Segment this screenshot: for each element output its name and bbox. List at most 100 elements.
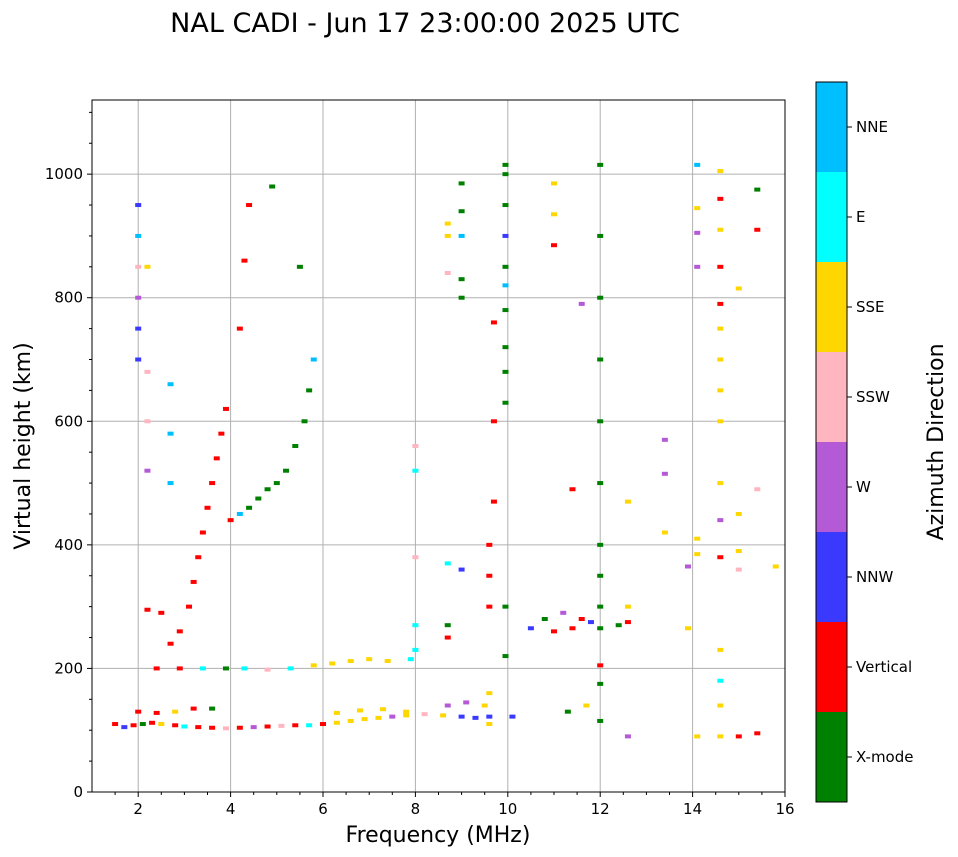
data-point (661, 471, 668, 476)
data-point (458, 714, 465, 719)
data-point (717, 518, 724, 523)
colorbar: X-mode Vertical NNW W SSW SSE E NNE (815, 81, 913, 803)
data-point (486, 714, 493, 719)
data-point (306, 388, 313, 393)
data-point (112, 722, 119, 727)
data-point (361, 717, 368, 722)
data-point (333, 720, 340, 725)
data-point (375, 715, 382, 720)
colorbar-segment (816, 442, 847, 532)
chart-title: NAL CADI - Jun 17 23:00:00 2025 UTC (170, 8, 680, 39)
data-point (209, 481, 216, 486)
axes-frame (91, 99, 786, 793)
y-tick-label: 400 (54, 536, 83, 554)
data-point (444, 221, 451, 226)
data-point (684, 564, 691, 569)
data-point (199, 530, 206, 535)
colorbar-tick-label: NNE (856, 118, 888, 136)
data-point (264, 667, 271, 672)
data-point (458, 277, 465, 282)
colorbar-tick-label: NNW (856, 568, 893, 586)
data-point (213, 456, 220, 461)
data-point (541, 617, 548, 621)
data-point (502, 308, 509, 313)
data-point (490, 499, 497, 504)
data-point (502, 283, 509, 288)
data-point (403, 709, 410, 714)
data-point (236, 326, 243, 331)
data-point (486, 604, 493, 609)
data-point (135, 264, 142, 269)
data-point (347, 659, 354, 664)
data-point (694, 206, 701, 211)
y-axis-label: Virtual height (km) (11, 342, 36, 549)
colorbar-tick-label: W (856, 478, 871, 496)
data-point (421, 712, 428, 717)
colorbar-tick-label: SSE (856, 298, 885, 316)
data-point (717, 734, 724, 739)
data-point (139, 722, 146, 727)
data-point (597, 626, 604, 631)
x-tick-label: 16 (775, 800, 794, 818)
data-point (218, 431, 225, 436)
x-tick-label: 4 (226, 800, 236, 818)
data-point (320, 722, 326, 727)
data-point (615, 623, 622, 628)
data-point (167, 431, 174, 436)
data-point (135, 203, 142, 208)
data-point (717, 703, 724, 708)
colorbar-segment (816, 712, 847, 802)
data-point (597, 162, 604, 167)
data-point (130, 723, 137, 728)
data-point (597, 481, 604, 486)
data-point (310, 663, 317, 668)
data-point (717, 326, 724, 331)
data-point (551, 629, 557, 634)
data-point (135, 326, 142, 331)
colorbar-tick-label: SSW (856, 388, 890, 406)
y-tick-label: 1000 (45, 165, 83, 183)
data-point (199, 666, 206, 671)
data-point (444, 561, 451, 566)
data-point (502, 345, 509, 350)
data-point (527, 626, 534, 631)
data-point (144, 369, 151, 374)
colorbar-segment (816, 262, 847, 352)
data-point (167, 481, 174, 486)
data-point (486, 691, 493, 696)
data-point (195, 725, 202, 730)
data-point (412, 555, 419, 560)
data-point (597, 718, 604, 723)
data-point (121, 725, 128, 730)
data-point (502, 400, 509, 405)
data-point (624, 734, 631, 739)
data-point (135, 357, 142, 362)
data-point (135, 233, 142, 238)
data-point (717, 227, 724, 232)
data-point (458, 209, 465, 214)
data-point (144, 419, 151, 424)
data-point (717, 555, 724, 560)
data-point (694, 734, 701, 739)
data-point (624, 604, 631, 609)
data-point (264, 487, 271, 492)
data-point (569, 626, 576, 631)
data-point (551, 243, 557, 248)
data-point (269, 184, 276, 189)
colorbar-frame (815, 81, 848, 803)
colorbar-tick-label: X-mode (856, 748, 913, 766)
plot-area: 2 4 6 8 10 12 14 16 0 200 400 600 800 1000 (45, 99, 795, 818)
data-point (190, 706, 197, 711)
data-point (717, 301, 724, 306)
data-point (444, 271, 451, 275)
data-point (472, 715, 479, 720)
data-point (597, 663, 604, 668)
data-point (735, 734, 742, 739)
data-point (754, 731, 761, 736)
data-point (502, 654, 509, 659)
data-point (412, 444, 419, 448)
data-point (412, 468, 419, 473)
data-point (694, 264, 701, 269)
data-point (694, 536, 701, 541)
data-point (578, 617, 585, 621)
